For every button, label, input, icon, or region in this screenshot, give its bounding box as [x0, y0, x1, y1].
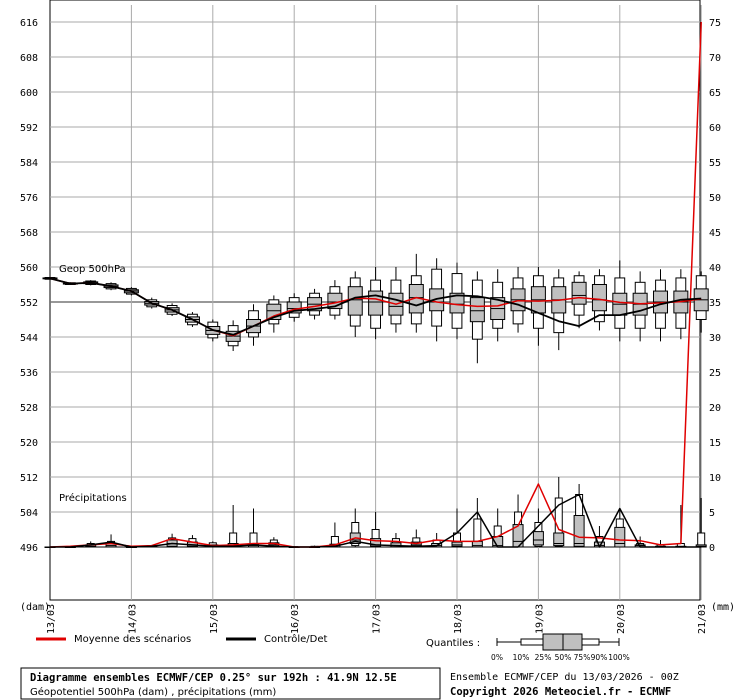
y2-tick-label: 25 [709, 368, 721, 379]
legend-quantile-tick: 75% [574, 653, 591, 662]
geop-box-inner [286, 301, 302, 314]
y-tick-label: 496 [20, 543, 38, 554]
y-tick-label: 504 [20, 508, 38, 519]
geop-box-inner [571, 281, 587, 305]
run-info: Ensemble ECMWF/CEP du 13/03/2026 - 00Z [450, 672, 679, 683]
geop-box [286, 293, 302, 322]
legend: Moyenne des scénarios Contrôle/Det Quant… [36, 633, 630, 662]
x-tick-label: 14/03 [127, 604, 138, 634]
y-tick-label: 616 [20, 18, 38, 29]
copyright: Copyright 2026 Meteociel.fr - ECMWF [450, 686, 671, 698]
precip-box [471, 498, 483, 548]
precip-box-inner [370, 538, 382, 547]
geop-box [368, 267, 384, 340]
geop-box [571, 271, 587, 329]
precip-control-line [50, 493, 702, 548]
y2-tick-label: 35 [709, 298, 721, 309]
y-tick-label: 520 [20, 438, 38, 449]
y2-tick-label: 45 [709, 228, 721, 239]
geop-box-inner [591, 284, 607, 312]
precip-box-inner [532, 531, 544, 546]
geop-box-inner [347, 286, 363, 316]
y-tick-label: 592 [20, 123, 38, 134]
y2-tick-label: 15 [709, 438, 721, 449]
x-tick-label: 13/03 [46, 604, 57, 634]
geop-box [673, 269, 689, 340]
legend-control-label: Contrôle/Det [264, 633, 328, 645]
y-tick-label: 544 [20, 333, 38, 344]
series-lines [49, 21, 702, 548]
geop-box [307, 288, 323, 320]
legend-quantile-tick: 0% [491, 653, 503, 662]
x-tick-label: 18/03 [453, 604, 464, 634]
x-tick-label: 16/03 [290, 604, 301, 634]
y-tick-label: 536 [20, 368, 38, 379]
precip-box-inner [553, 532, 565, 547]
y-tick-label: 512 [20, 473, 38, 484]
precip-box-inner [471, 540, 483, 548]
geop-box [693, 271, 709, 333]
x-tick-label: 20/03 [616, 604, 627, 634]
geop-box [551, 269, 567, 351]
y2-tick-label: 10 [709, 473, 721, 484]
precip-mean-line [49, 21, 702, 548]
x-tick-label: 15/03 [209, 604, 220, 634]
y2-tick-label: 50 [709, 193, 721, 204]
y2-tick-label: 65 [709, 88, 721, 99]
title-frame [20, 667, 441, 700]
left-axis: 616 608 600 592 584 576 568 560 552 544 536 528 520 5… [20, 18, 38, 554]
y2-tick-label: 70 [709, 53, 721, 64]
precip-box-inner [614, 526, 626, 548]
geop-control-line [49, 277, 702, 336]
geop-label: Geop 500hPa [59, 264, 126, 275]
legend-quantile-box: 0% 10% 25% 50% 75% 90% 100% [491, 633, 630, 662]
legend-quantile-tick: 50% [555, 653, 572, 662]
precip-box [532, 508, 544, 547]
y2-tick-label: 30 [709, 333, 721, 344]
geop-box [449, 262, 465, 340]
y2-tick-label: 0 [709, 543, 715, 554]
geop-box [469, 271, 485, 364]
legend-quantiles-label: Quantiles : [426, 638, 480, 649]
y2-tick-label: 20 [709, 403, 721, 414]
legend-quantile-tick: 10% [513, 653, 530, 662]
y-tick-label: 528 [20, 403, 38, 414]
x-tick-label: 21/03 [697, 604, 708, 634]
geop-box [530, 267, 546, 346]
y-tick-label: 560 [20, 263, 38, 274]
right-axis-unit: (mm) [711, 602, 735, 613]
geop-box [347, 271, 363, 337]
legend-quantile-tick: 100% [608, 653, 629, 662]
left-axis-unit: (dam) [20, 602, 50, 613]
y-tick-label: 576 [20, 193, 38, 204]
chart-subtitle: Géopotentiel 500hPa (dam) , précipitatio… [30, 686, 276, 698]
y-tick-label: 600 [20, 88, 38, 99]
x-tick-label: 19/03 [534, 604, 545, 634]
legend-quantile-tick: 25% [535, 653, 552, 662]
legend-quantile-tick: 90% [591, 653, 608, 662]
y-tick-label: 552 [20, 298, 38, 309]
y2-tick-label: 75 [709, 18, 721, 29]
x-tick-label: 17/03 [372, 604, 383, 634]
precip-label: Précipitations [59, 492, 127, 504]
y2-tick-label: 5 [709, 508, 715, 519]
y-tick-label: 608 [20, 53, 38, 64]
y2-tick-label: 40 [709, 263, 721, 274]
y-tick-label: 584 [20, 158, 38, 169]
precip-box-inner [451, 541, 463, 547]
geop-box-inner [469, 297, 485, 323]
x-axis: 13/03 14/03 15/03 16/03 17/03 18/03 19/03 20/03… [46, 604, 708, 634]
precip-box-inner [573, 515, 585, 547]
y-tick-label: 568 [20, 228, 38, 239]
legend-mean-label: Moyenne des scénarios [74, 633, 191, 645]
chart-title: Diagramme ensembles ECMWF/CEP 0.25° sur … [30, 672, 397, 684]
y2-tick-label: 60 [709, 123, 721, 134]
geop-box-inner [368, 290, 384, 316]
y2-tick-label: 55 [709, 158, 721, 169]
